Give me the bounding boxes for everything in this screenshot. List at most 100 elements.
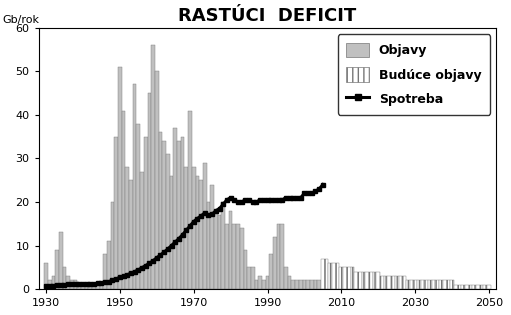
Bar — [110, 202, 114, 289]
Bar — [284, 267, 288, 289]
Bar — [306, 280, 310, 289]
Bar — [177, 141, 181, 289]
Bar — [96, 285, 100, 289]
Bar — [299, 280, 303, 289]
Bar — [266, 276, 269, 289]
Bar — [391, 276, 395, 289]
Bar — [339, 267, 343, 289]
Bar — [354, 272, 358, 289]
Bar — [59, 232, 63, 289]
Bar — [425, 280, 428, 289]
Bar — [221, 202, 225, 289]
Bar — [196, 176, 199, 289]
Bar — [277, 224, 281, 289]
Bar — [254, 280, 258, 289]
Bar — [303, 280, 306, 289]
Bar — [461, 285, 465, 289]
Bar — [173, 128, 177, 289]
Bar — [469, 285, 472, 289]
Bar — [365, 272, 369, 289]
Bar — [225, 224, 229, 289]
Bar — [170, 176, 173, 289]
Bar — [281, 224, 284, 289]
Bar — [85, 285, 88, 289]
Bar — [88, 285, 92, 289]
Bar — [240, 228, 244, 289]
Bar — [351, 267, 354, 289]
Bar — [332, 263, 336, 289]
Bar — [229, 211, 233, 289]
Bar — [295, 280, 299, 289]
Bar — [369, 272, 373, 289]
Legend: Objavy, Budúce objavy, Spotreba: Objavy, Budúce objavy, Spotreba — [337, 34, 490, 115]
Bar — [413, 280, 417, 289]
Bar — [48, 280, 52, 289]
Bar — [133, 84, 136, 289]
Bar — [258, 276, 262, 289]
Bar — [343, 267, 347, 289]
Bar — [465, 285, 469, 289]
Bar — [483, 285, 487, 289]
Bar — [380, 276, 384, 289]
Bar — [100, 285, 103, 289]
Bar — [428, 280, 432, 289]
Bar — [458, 285, 461, 289]
Bar — [329, 263, 332, 289]
Bar — [155, 72, 158, 289]
Bar — [269, 254, 273, 289]
Bar — [92, 285, 96, 289]
Bar — [395, 276, 399, 289]
Bar — [417, 280, 421, 289]
Bar — [410, 280, 413, 289]
Bar — [77, 285, 81, 289]
Bar — [74, 280, 77, 289]
Bar — [63, 267, 66, 289]
Bar — [103, 254, 107, 289]
Text: Gb/rok: Gb/rok — [2, 15, 39, 25]
Bar — [402, 276, 406, 289]
Bar — [70, 280, 74, 289]
Bar — [188, 111, 192, 289]
Bar — [81, 285, 85, 289]
Bar — [144, 137, 148, 289]
Bar — [373, 272, 377, 289]
Bar — [387, 276, 391, 289]
Bar — [336, 263, 339, 289]
Bar — [399, 276, 402, 289]
Bar — [114, 137, 118, 289]
Bar — [206, 202, 211, 289]
Bar — [148, 93, 151, 289]
Bar — [262, 280, 266, 289]
Title: RASTÚCI  DEFICIT: RASTÚCI DEFICIT — [178, 7, 357, 25]
Bar — [421, 280, 425, 289]
Bar — [214, 211, 218, 289]
Bar — [107, 241, 110, 289]
Bar — [184, 167, 188, 289]
Bar — [199, 180, 203, 289]
Bar — [162, 141, 166, 289]
Bar — [347, 267, 351, 289]
Bar — [472, 285, 476, 289]
Bar — [140, 171, 144, 289]
Bar — [244, 250, 247, 289]
Bar — [118, 67, 122, 289]
Bar — [129, 180, 133, 289]
Bar — [324, 259, 329, 289]
Bar — [122, 111, 125, 289]
Bar — [273, 237, 277, 289]
Bar — [377, 272, 380, 289]
Bar — [480, 285, 483, 289]
Bar — [447, 280, 450, 289]
Bar — [125, 167, 129, 289]
Bar — [181, 137, 184, 289]
Bar — [211, 185, 214, 289]
Bar — [166, 154, 170, 289]
Bar — [52, 276, 55, 289]
Bar — [314, 280, 317, 289]
Bar — [487, 285, 491, 289]
Bar — [251, 267, 254, 289]
Bar — [476, 285, 480, 289]
Bar — [317, 280, 321, 289]
Bar — [203, 163, 206, 289]
Bar — [192, 167, 196, 289]
